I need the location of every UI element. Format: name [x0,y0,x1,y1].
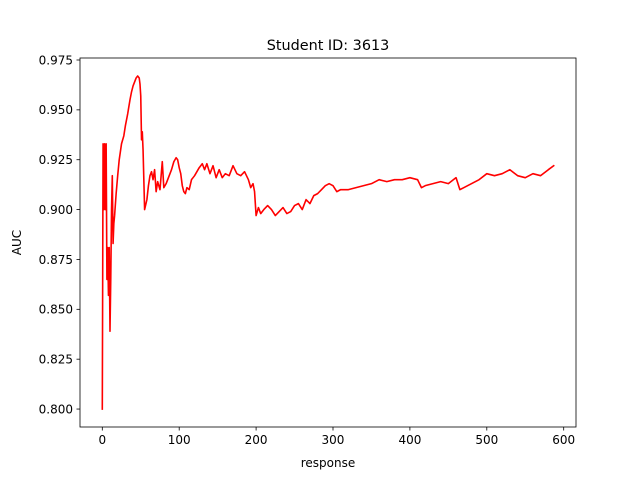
y-tick-label: 0.950 [39,103,73,117]
x-tick-label: 400 [398,433,421,447]
x-tick-label: 200 [245,433,268,447]
y-axis-label: AUC [10,230,24,255]
y-tick-label: 0.850 [39,303,73,317]
y-axis: 0.800 0.825 0.850 0.875 0.900 0.925 0.950 0.975 [39,53,80,416]
plot-frame [79,57,577,428]
y-tick-label: 0.825 [39,352,73,366]
y-tick-label: 0.800 [39,402,73,416]
x-tick-label: 100 [168,433,191,447]
series-layer [101,75,555,410]
x-axis: 0 100 200 300 400 500 600 [98,427,575,447]
x-tick-label: 500 [475,433,498,447]
series-line-0 [101,75,555,410]
y-tick-label: 0.875 [39,253,73,267]
y-tick-label: 0.975 [39,53,73,67]
x-tick-label: 600 [552,433,575,447]
chart-title: Student ID: 3613 [267,38,390,54]
x-tick-label: 300 [322,433,345,447]
y-tick-label: 0.925 [39,153,73,167]
x-axis-label: response [301,456,356,470]
plot-area [80,58,576,427]
x-tick-label: 0 [98,433,106,447]
y-tick-label: 0.900 [39,203,73,217]
